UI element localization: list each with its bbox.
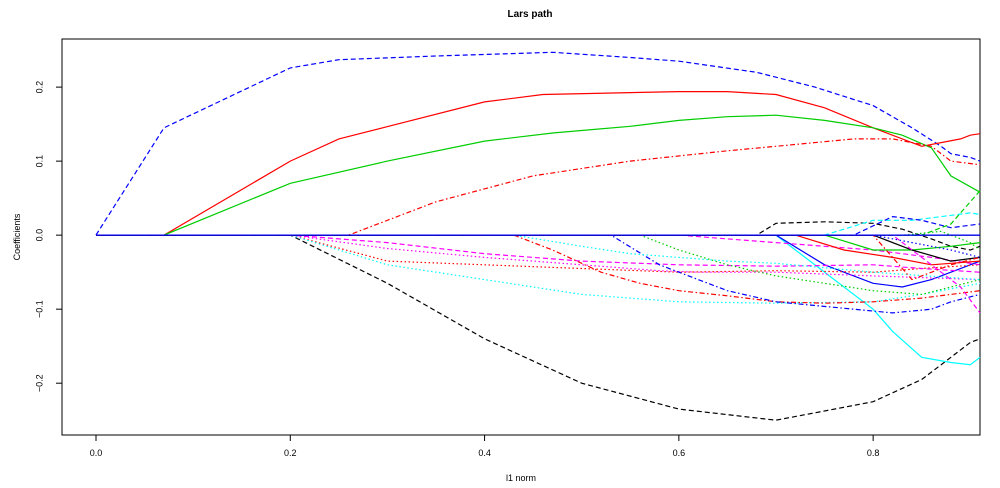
x-axis-label: l1 norm (506, 473, 536, 483)
x-tick-label: 0.8 (867, 448, 880, 458)
series-line-10 (96, 234, 981, 304)
y-axis: −0.2 −0.1 0.0 0.1 0.2 (34, 81, 62, 392)
plot-area (61, 38, 981, 436)
y-tick-label: 0.1 (34, 155, 44, 168)
series-line-17 (96, 212, 981, 236)
series-line-4 (96, 138, 981, 236)
x-tick-label: 0.2 (284, 448, 297, 458)
chart-title: Lars path (507, 9, 552, 20)
x-axis: 0.0 0.2 0.4 0.6 0.8 (90, 435, 880, 458)
series-line-19 (96, 190, 981, 236)
series-line-18 (96, 215, 981, 236)
series-line-1 (95, 51, 981, 236)
x-tick-label: 0.6 (673, 448, 686, 458)
series-line-12 (96, 234, 981, 304)
y-tick-label: −0.1 (34, 300, 44, 318)
series-line-7 (96, 234, 981, 288)
series-line-14 (96, 234, 981, 296)
series-line-2 (96, 90, 981, 236)
plot-frame (61, 38, 981, 436)
series-line-26 (96, 230, 981, 251)
series-line-15 (96, 234, 981, 281)
series-line-8 (96, 234, 981, 273)
y-tick-label: 0.2 (34, 81, 44, 94)
series-line-3 (96, 114, 981, 236)
x-tick-label: 0.4 (478, 448, 491, 458)
series-line-6 (96, 234, 981, 366)
y-tick-label: 0.0 (34, 229, 44, 242)
series-line-5 (96, 234, 981, 421)
series-line-25 (96, 234, 981, 258)
series-line-20 (96, 234, 981, 266)
x-tick-label: 0.0 (90, 448, 103, 458)
series-line-16 (96, 221, 981, 251)
series-layer (95, 51, 981, 421)
series-line-22 (96, 234, 981, 251)
series-line-21 (96, 234, 981, 266)
y-axis-label: Coefficients (12, 213, 22, 260)
series-line-11 (96, 234, 981, 273)
y-tick-label: −0.2 (34, 374, 44, 392)
